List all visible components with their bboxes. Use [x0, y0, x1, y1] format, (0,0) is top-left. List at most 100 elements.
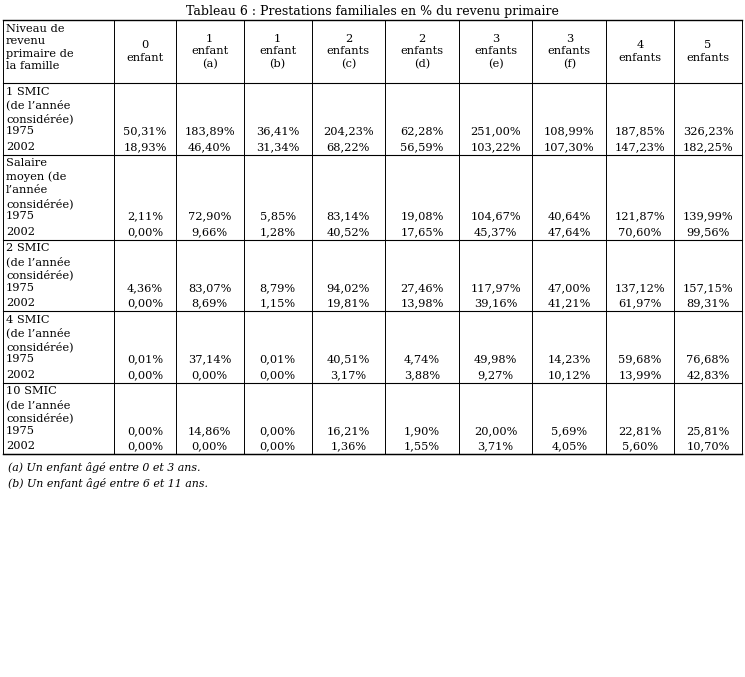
Text: 5,69%: 5,69%: [551, 426, 587, 436]
Text: 157,15%: 157,15%: [682, 283, 733, 292]
Text: 40,64%: 40,64%: [548, 211, 591, 221]
Text: 251,00%: 251,00%: [470, 126, 521, 136]
Text: 2
enfants
(d): 2 enfants (d): [401, 34, 443, 69]
Text: 40,52%: 40,52%: [327, 227, 370, 237]
Text: 56,59%: 56,59%: [400, 141, 444, 152]
Text: 18,93%: 18,93%: [124, 141, 167, 152]
Text: 13,98%: 13,98%: [400, 299, 444, 308]
Text: 1,90%: 1,90%: [404, 426, 440, 436]
Text: 13,99%: 13,99%: [618, 370, 662, 380]
Text: 0,00%: 0,00%: [259, 426, 296, 436]
Text: (b) Un enfant âgé entre 6 et 11 ans.: (b) Un enfant âgé entre 6 et 11 ans.: [8, 478, 208, 489]
Text: 1 SMIC: 1 SMIC: [6, 87, 49, 97]
Text: considérée): considérée): [6, 270, 74, 281]
Text: 83,14%: 83,14%: [327, 211, 370, 221]
Text: 0
enfant: 0 enfant: [127, 41, 164, 63]
Text: 61,97%: 61,97%: [618, 299, 662, 308]
Text: 1,15%: 1,15%: [259, 299, 296, 308]
Text: 31,34%: 31,34%: [256, 141, 299, 152]
Text: considérée): considérée): [6, 341, 74, 352]
Text: 103,22%: 103,22%: [470, 141, 521, 152]
Text: 0,00%: 0,00%: [127, 299, 163, 308]
Text: 70,60%: 70,60%: [618, 227, 662, 237]
Text: 104,67%: 104,67%: [470, 211, 521, 221]
Text: 76,68%: 76,68%: [686, 354, 729, 364]
Text: (de l’année: (de l’année: [6, 328, 70, 338]
Text: 4
enfants: 4 enfants: [618, 41, 662, 63]
Text: 40,51%: 40,51%: [327, 354, 370, 364]
Text: Niveau de
revenu
primaire de
la famille: Niveau de revenu primaire de la famille: [6, 24, 74, 71]
Text: 3
enfants
(e): 3 enfants (e): [474, 34, 517, 69]
Text: 5
enfants: 5 enfants: [686, 41, 729, 63]
Text: 10 SMIC: 10 SMIC: [6, 387, 57, 396]
Text: 14,23%: 14,23%: [548, 354, 591, 364]
Text: 204,23%: 204,23%: [323, 126, 374, 136]
Text: 25,81%: 25,81%: [686, 426, 729, 436]
Text: 47,64%: 47,64%: [548, 227, 591, 237]
Text: 17,65%: 17,65%: [400, 227, 444, 237]
Text: 2
enfants
(c): 2 enfants (c): [327, 34, 370, 69]
Text: 72,90%: 72,90%: [188, 211, 232, 221]
Text: 117,97%: 117,97%: [470, 283, 521, 292]
Text: 39,16%: 39,16%: [474, 299, 517, 308]
Text: 1,36%: 1,36%: [330, 441, 367, 452]
Text: 1975: 1975: [6, 211, 35, 221]
Text: 47,00%: 47,00%: [548, 283, 591, 292]
Text: 4,74%: 4,74%: [404, 354, 440, 364]
Text: 0,00%: 0,00%: [127, 370, 163, 380]
Text: 10,70%: 10,70%: [686, 441, 729, 452]
Text: 1975: 1975: [6, 283, 35, 292]
Text: 49,98%: 49,98%: [474, 354, 517, 364]
Text: 0,00%: 0,00%: [191, 370, 228, 380]
Text: 19,08%: 19,08%: [400, 211, 444, 221]
Text: 0,01%: 0,01%: [259, 354, 296, 364]
Text: considérée): considérée): [6, 198, 74, 209]
Text: 2002: 2002: [6, 141, 35, 152]
Text: (de l’année: (de l’année: [6, 399, 70, 410]
Text: 41,21%: 41,21%: [548, 299, 591, 308]
Text: Tableau 6 : Prestations familiales en % du revenu primaire: Tableau 6 : Prestations familiales en % …: [186, 5, 559, 18]
Text: 187,85%: 187,85%: [615, 126, 665, 136]
Text: 139,99%: 139,99%: [682, 211, 733, 221]
Text: 137,12%: 137,12%: [615, 283, 665, 292]
Text: (a) Un enfant âgé entre 0 et 3 ans.: (a) Un enfant âgé entre 0 et 3 ans.: [8, 462, 200, 473]
Text: 37,14%: 37,14%: [188, 354, 232, 364]
Text: 0,00%: 0,00%: [127, 441, 163, 452]
Text: 183,89%: 183,89%: [184, 126, 235, 136]
Text: 9,66%: 9,66%: [191, 227, 228, 237]
Text: 83,07%: 83,07%: [188, 283, 232, 292]
Text: 121,87%: 121,87%: [615, 211, 665, 221]
Text: considérée): considérée): [6, 413, 74, 424]
Text: 89,31%: 89,31%: [686, 299, 729, 308]
Text: 0,00%: 0,00%: [259, 370, 296, 380]
Text: moyen (de: moyen (de: [6, 171, 66, 182]
Text: 0,00%: 0,00%: [259, 441, 296, 452]
Text: 8,69%: 8,69%: [191, 299, 228, 308]
Text: 50,31%: 50,31%: [124, 126, 167, 136]
Text: 2 SMIC: 2 SMIC: [6, 243, 49, 253]
Text: Salaire: Salaire: [6, 158, 47, 169]
Text: 68,22%: 68,22%: [327, 141, 370, 152]
Text: 5,85%: 5,85%: [259, 211, 296, 221]
Text: 182,25%: 182,25%: [682, 141, 733, 152]
Text: 326,23%: 326,23%: [682, 126, 733, 136]
Text: 2002: 2002: [6, 441, 35, 452]
Text: 42,83%: 42,83%: [686, 370, 729, 380]
Text: 1975: 1975: [6, 354, 35, 364]
Text: 36,41%: 36,41%: [256, 126, 299, 136]
Text: 0,00%: 0,00%: [127, 426, 163, 436]
Text: 0,00%: 0,00%: [191, 441, 228, 452]
Text: 19,81%: 19,81%: [327, 299, 370, 308]
Text: 46,40%: 46,40%: [188, 141, 232, 152]
Text: 4,05%: 4,05%: [551, 441, 587, 452]
Text: 5,60%: 5,60%: [622, 441, 658, 452]
Text: 27,46%: 27,46%: [400, 283, 444, 292]
Text: 3
enfants
(f): 3 enfants (f): [548, 34, 591, 69]
Text: 20,00%: 20,00%: [474, 426, 517, 436]
Text: 2,11%: 2,11%: [127, 211, 163, 221]
Text: 9,27%: 9,27%: [478, 370, 514, 380]
Text: 3,17%: 3,17%: [330, 370, 367, 380]
Text: 4 SMIC: 4 SMIC: [6, 315, 49, 325]
Text: 22,81%: 22,81%: [618, 426, 662, 436]
Text: 2002: 2002: [6, 299, 35, 308]
